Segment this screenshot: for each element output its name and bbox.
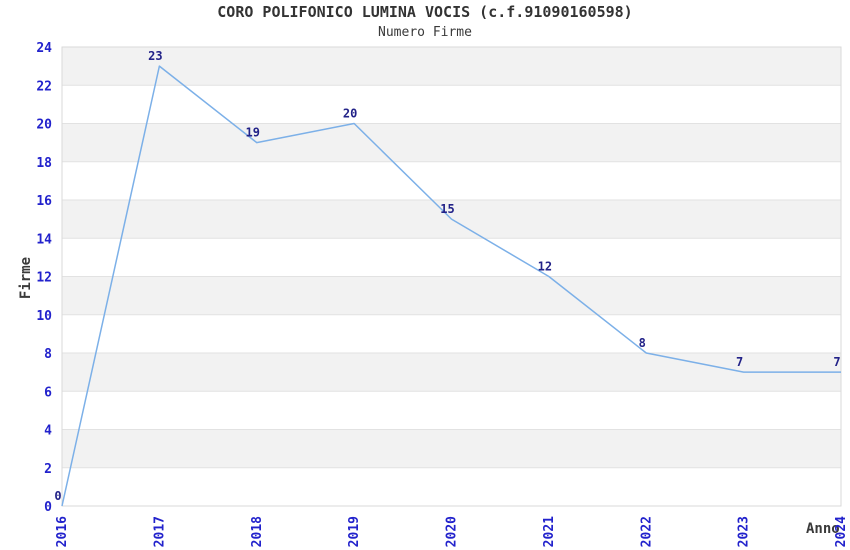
series-line [61, 65, 841, 507]
y-tick-label: 18 [36, 156, 52, 171]
x-tick-label: 2024 [834, 516, 849, 547]
plot-band [62, 429, 841, 468]
x-tick-label: 2021 [542, 516, 557, 547]
plot-band [62, 47, 841, 86]
data-label: 19 [246, 126, 260, 140]
y-tick-label: 14 [36, 232, 52, 247]
y-tick-label: 12 [36, 271, 52, 286]
y-tick-label: 10 [36, 309, 52, 324]
y-tick-label: 22 [36, 79, 52, 94]
y-tick-label: 16 [36, 194, 52, 209]
plot-border [61, 46, 842, 507]
x-tick-label: 2017 [152, 516, 167, 547]
data-label: 7 [833, 355, 840, 369]
chart-subtitle: Numero Firme [378, 25, 472, 40]
x-axis-title: Anno [806, 521, 840, 537]
data-label: 8 [639, 336, 646, 350]
data-label: 15 [440, 202, 454, 216]
y-tick-label: 6 [44, 385, 52, 400]
data-label: 23 [148, 49, 162, 63]
y-tick-label: 20 [36, 118, 52, 133]
y-tick-label: 24 [36, 41, 52, 56]
x-tick-label: 2020 [445, 516, 460, 547]
data-label: 7 [736, 355, 743, 369]
x-tick-label: 2016 [55, 516, 70, 547]
x-tick-label: 2018 [250, 516, 265, 547]
data-label: 12 [538, 260, 552, 274]
plot-band [62, 276, 841, 315]
data-label: 20 [343, 107, 357, 121]
x-tick-label: 2019 [347, 516, 362, 547]
y-tick-label: 2 [44, 462, 52, 477]
chart-title: CORO POLIFONICO LUMINA VOCIS (c.f.910901… [217, 3, 633, 21]
y-tick-label: 8 [44, 347, 52, 362]
plot-band [62, 353, 841, 392]
x-tick-label: 2023 [737, 516, 752, 547]
plot-band [62, 123, 841, 162]
y-tick-label: 0 [44, 500, 52, 515]
data-label: 0 [54, 489, 61, 503]
x-tick-label: 2022 [639, 516, 654, 547]
y-tick-label: 4 [44, 424, 52, 439]
